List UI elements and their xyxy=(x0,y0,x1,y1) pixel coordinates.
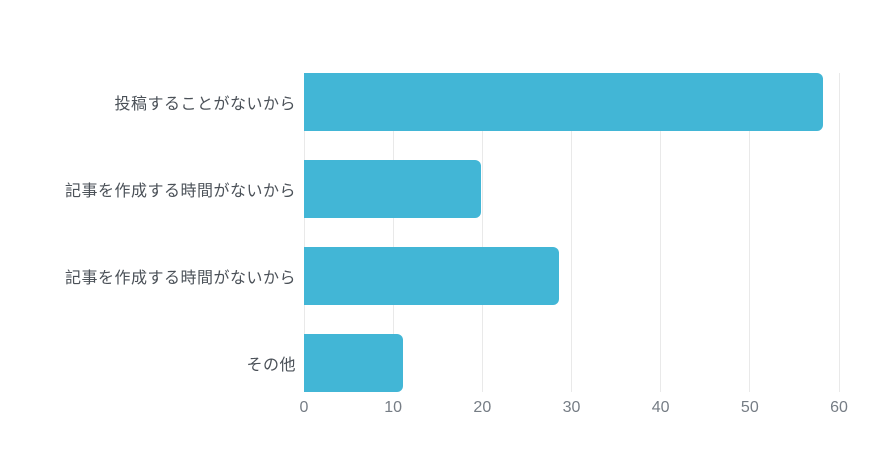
gridline-x-20 xyxy=(481,73,483,392)
x-tick-label-50: 50 xyxy=(740,399,759,416)
category-label-3: その他 xyxy=(246,357,296,374)
bar-2 xyxy=(304,247,560,305)
x-tick-label-0: 0 xyxy=(299,399,309,416)
category-label-2: 記事を作成する時間がないから xyxy=(64,270,296,287)
x-tick-label-30: 30 xyxy=(562,399,581,416)
plot-area xyxy=(303,73,840,392)
gridline-x-30 xyxy=(571,73,572,392)
x-tick-label-40: 40 xyxy=(651,399,670,416)
x-tick-label-20: 20 xyxy=(473,399,492,416)
bar-3 xyxy=(304,334,403,392)
gridline-x-40 xyxy=(660,73,662,392)
bar-0 xyxy=(304,73,823,131)
gridline-x-50 xyxy=(749,73,751,392)
x-tick-label-60: 60 xyxy=(830,399,848,416)
category-label-1: 記事を作成する時間がないから xyxy=(64,183,296,200)
gridline-x-60 xyxy=(838,73,840,392)
gridline-x-10 xyxy=(392,73,394,392)
category-label-0: 投稿することがないから xyxy=(114,96,296,113)
bar-1 xyxy=(304,160,481,218)
x-tick-label-10: 10 xyxy=(384,399,403,416)
gridline-x-0 xyxy=(303,73,305,392)
